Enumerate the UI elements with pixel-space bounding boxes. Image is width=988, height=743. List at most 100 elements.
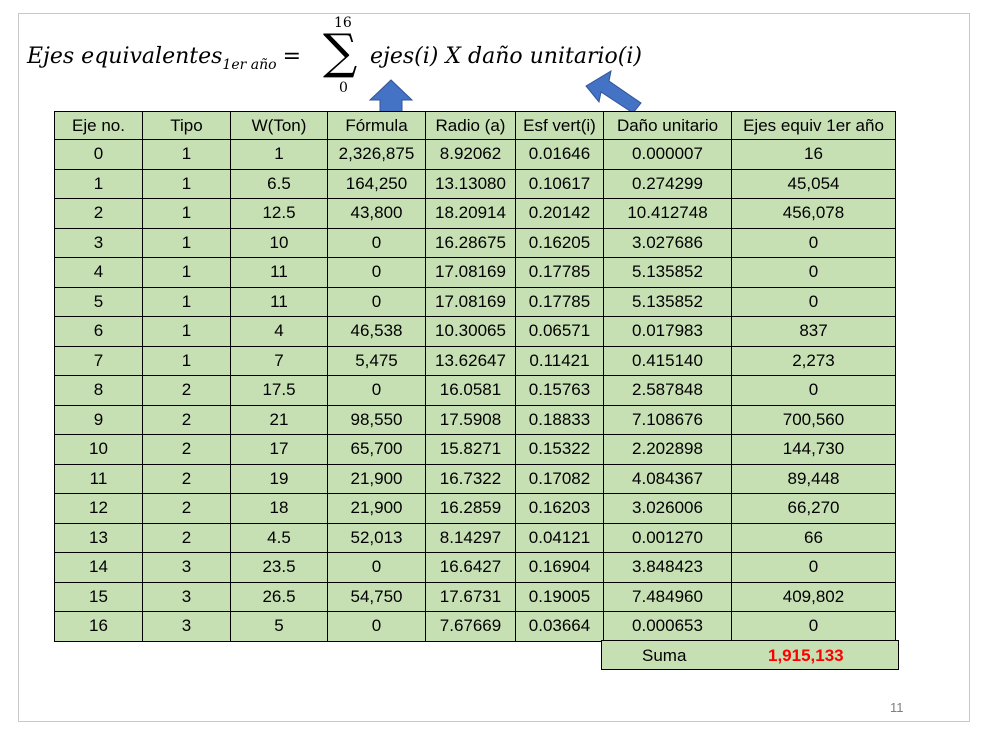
table-cell: 5,475 xyxy=(327,345,426,376)
table-cell: 7 xyxy=(54,345,143,376)
table-cell: 1 xyxy=(142,286,231,317)
table-cell: 0.16203 xyxy=(515,493,604,524)
table-cell: 11 xyxy=(230,286,328,317)
arrows-layer xyxy=(368,69,642,114)
table-cell: 16.0581 xyxy=(425,375,516,406)
table-row: 11 2 19 21,900 16.7322 0.17082 4.084367 89,448 xyxy=(54,463,896,494)
table-cell: 0.20142 xyxy=(515,198,604,229)
table-cell: 1 xyxy=(142,168,231,199)
table-row: 4 1 11 0 17.08169 0.17785 5.135852 0 xyxy=(54,257,896,288)
table-cell: 2 xyxy=(142,463,231,494)
column-header: Ejes equiv 1er año xyxy=(731,111,896,140)
table-cell: 18 xyxy=(230,493,328,524)
table-cell: 0 xyxy=(327,552,426,583)
table-cell: 0.15322 xyxy=(515,434,604,465)
table-row: 9 2 21 98,550 17.5908 0.18833 7.108676 700,560 xyxy=(54,404,896,435)
table-cell: 8.14297 xyxy=(425,522,516,553)
table-cell: 8.92062 xyxy=(425,139,516,170)
table-cell: 0.000653 xyxy=(603,611,732,642)
table-cell: 21,900 xyxy=(327,493,426,524)
table-cell: 0.16205 xyxy=(515,227,604,258)
total-value: 1,915,133 xyxy=(768,646,844,665)
table-row: 13 2 4.5 52,013 8.14297 0.04121 0.001270 66 xyxy=(54,522,896,553)
table-cell: 2 xyxy=(142,375,231,406)
table-cell: 65,700 xyxy=(327,434,426,465)
table-cell: 10 xyxy=(230,227,328,258)
table-row: 15 3 26.5 54,750 17.6731 0.19005 7.484960 409,8… xyxy=(54,581,896,612)
table-row: 6 1 4 46,538 10.30065 0.06571 0.017983 837 xyxy=(54,316,896,347)
table-cell: 43,800 xyxy=(327,198,426,229)
table-cell: 3 xyxy=(142,611,231,642)
data-table: Eje no. Tipo W(Ton) Fórmula Radio (a) Esf ver… xyxy=(54,111,896,642)
sigma-symbol: ∑ xyxy=(323,24,358,80)
table-body: 0 1 1 2,326,875 8.92062 0.01646 0.000007 16 1 1 6.… xyxy=(54,139,896,642)
table-row: 12 2 18 21,900 16.2859 0.16203 3.026006 66,270 xyxy=(54,493,896,524)
table-cell: 7.67669 xyxy=(425,611,516,642)
table-cell: 26.5 xyxy=(230,581,328,612)
table-cell: 54,750 xyxy=(327,581,426,612)
table-cell: 16.7322 xyxy=(425,463,516,494)
up-arrow-icon xyxy=(368,79,414,113)
table-row: 7 1 7 5,475 13.62647 0.11421 0.415140 2,273 xyxy=(54,345,896,376)
table-row: 10 2 17 65,700 15.8271 0.15322 2.202898 144,730 xyxy=(54,434,896,465)
table-cell: 17.08169 xyxy=(425,257,516,288)
table-cell: 2,326,875 xyxy=(327,139,426,170)
table-cell: 0.274299 xyxy=(603,168,732,199)
table-cell: 700,560 xyxy=(731,404,896,435)
table-cell: 0 xyxy=(327,611,426,642)
table-cell: 0.06571 xyxy=(515,316,604,347)
table-cell: 0.001270 xyxy=(603,522,732,553)
table-cell: 17.5 xyxy=(230,375,328,406)
table-cell: 3 xyxy=(142,581,231,612)
table-cell: 6.5 xyxy=(230,168,328,199)
table-cell: 0.01646 xyxy=(515,139,604,170)
table-cell: 7 xyxy=(230,345,328,376)
table-cell: 4.5 xyxy=(230,522,328,553)
table-cell: 8 xyxy=(54,375,143,406)
table-cell: 144,730 xyxy=(731,434,896,465)
table-cell: 837 xyxy=(731,316,896,347)
table-cell: 52,013 xyxy=(327,522,426,553)
table-cell: 18.20914 xyxy=(425,198,516,229)
table-cell: 66,270 xyxy=(731,493,896,524)
table-cell: 15.8271 xyxy=(425,434,516,465)
table-cell: 2.202898 xyxy=(603,434,732,465)
table-cell: 0.19005 xyxy=(515,581,604,612)
table-cell: 0 xyxy=(327,375,426,406)
column-header: Eje no. xyxy=(54,111,143,140)
table-cell: 7.484960 xyxy=(603,581,732,612)
formula-rhs: ejes(i) X daño unitario(i) xyxy=(370,44,642,69)
table-cell: 2.587848 xyxy=(603,375,732,406)
table-cell: 3.848423 xyxy=(603,552,732,583)
total-label: Suma xyxy=(642,646,687,665)
table-cell: 0 xyxy=(731,611,896,642)
column-header: Tipo xyxy=(142,111,231,140)
table-cell: 0.017983 xyxy=(603,316,732,347)
column-header: Daño unitario xyxy=(603,111,732,140)
table-cell: 10.412748 xyxy=(603,198,732,229)
table-cell: 23.5 xyxy=(230,552,328,583)
table-row: 8 2 17.5 0 16.0581 0.15763 2.587848 0 xyxy=(54,375,896,406)
table-cell: 7.108676 xyxy=(603,404,732,435)
table-cell: 9 xyxy=(54,404,143,435)
table-cell: 3 xyxy=(142,552,231,583)
table-cell: 0 xyxy=(327,227,426,258)
table-row: 3 1 10 0 16.28675 0.16205 3.027686 0 xyxy=(54,227,896,258)
table-cell: 0 xyxy=(54,139,143,170)
formula-subscript: 1er año xyxy=(222,57,277,73)
table-cell: 0 xyxy=(731,257,896,288)
table-row: 2 1 12.5 43,800 18.20914 0.20142 10.412748 456,… xyxy=(54,198,896,229)
table-cell: 1 xyxy=(230,139,328,170)
table-cell: 0.16904 xyxy=(515,552,604,583)
table-cell: 13.13080 xyxy=(425,168,516,199)
table-cell: 66 xyxy=(731,522,896,553)
table-cell: 12.5 xyxy=(230,198,328,229)
table-cell: 13.62647 xyxy=(425,345,516,376)
table-cell: 5 xyxy=(230,611,328,642)
table-cell: 3.027686 xyxy=(603,227,732,258)
table-cell: 17 xyxy=(230,434,328,465)
table-cell: 6 xyxy=(54,316,143,347)
table-cell: 13 xyxy=(54,522,143,553)
table-cell: 2,273 xyxy=(731,345,896,376)
formula: Ejes equivalentes1er año = 16 ∑ 0 ejes(i)… xyxy=(27,14,727,114)
